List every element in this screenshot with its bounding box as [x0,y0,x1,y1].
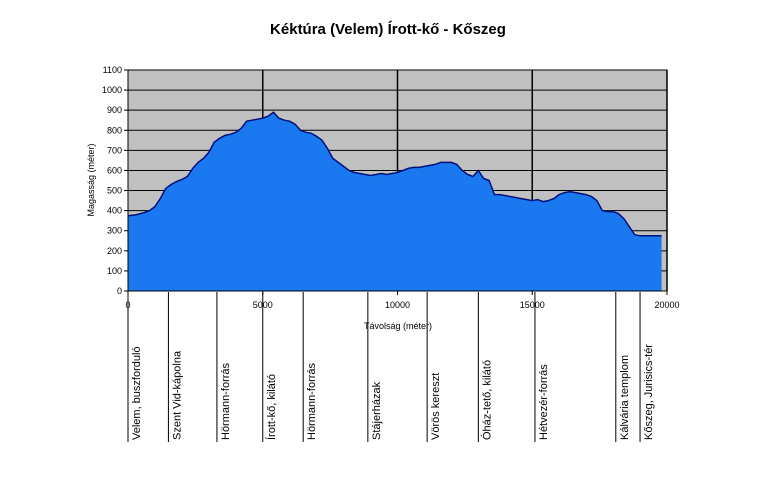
y-tick-label: 900 [107,105,122,115]
waypoint-label: Hörmann-forrás [220,362,232,440]
y-tick-label: 600 [107,165,122,175]
waypoint-label: Szent Vid-kápolna [171,350,183,440]
y-tick-label: 300 [107,226,122,236]
y-tick-label: 400 [107,206,122,216]
elevation-line [127,111,662,237]
elevation-area [128,112,662,291]
x-axis-label: Távolság (méter) [364,321,432,331]
x-tick-label: 20000 [654,300,679,310]
x-tick-label: 15000 [520,300,545,310]
chart-title: Kéktúra (Velem) Írott-kő - Kőszeg [270,21,506,38]
waypoint-label: Hétvezér-forrás [538,364,550,440]
y-tick-label: 0 [117,286,122,296]
y-tick-label: 1100 [103,65,122,75]
waypoint-label: Hörmann-forrás [306,362,318,440]
waypoint-label: Velem, buszforduló [131,346,143,440]
axes [124,69,668,295]
y-tick-label: 200 [107,246,122,256]
y-tick-label: 500 [107,186,122,196]
y-tick-label: 800 [107,125,122,135]
y-tick-label: 1000 [102,85,122,95]
y-tick-label: 100 [107,266,122,276]
waypoint-label: Óház-tető, kilátó [480,360,493,440]
waypoints: Velem, buszforduló Szent Vid-kápolna Hörma… [127,292,655,442]
y-tick-label: 700 [107,145,122,155]
y-axis-label: Magasság (méter) [86,143,96,216]
waypoint-label: Kőszeg, Jurisics-tér [643,344,655,440]
y-tick-labels: 0 100 200 300 400 500 600 700 800 900 1000 1100 [102,65,122,296]
x-tick-label: 10000 [385,300,410,310]
waypoint-label: Stájerházak [371,381,383,440]
waypoint-label: Vörös kereszt [430,373,442,440]
waypoint-label: Kálvária templom [619,355,631,440]
waypoint-label: Írott-kő, kilátó [265,374,278,440]
